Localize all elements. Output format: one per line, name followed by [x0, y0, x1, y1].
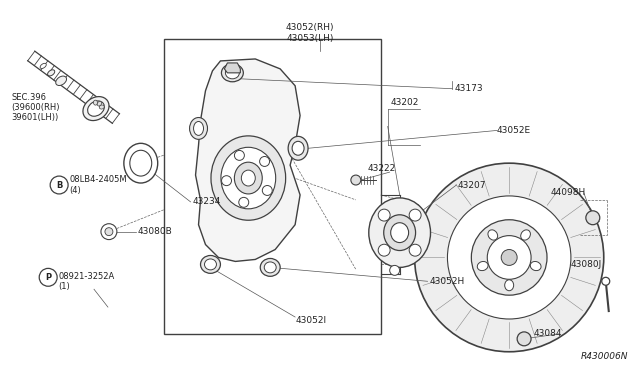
Text: 43052I: 43052I	[295, 317, 326, 326]
Circle shape	[501, 250, 517, 265]
Text: B: B	[56, 180, 62, 189]
Text: 43080J: 43080J	[571, 260, 602, 269]
Ellipse shape	[221, 64, 243, 82]
Ellipse shape	[521, 230, 531, 240]
Ellipse shape	[264, 262, 276, 273]
Circle shape	[239, 198, 249, 207]
Circle shape	[517, 332, 531, 346]
Circle shape	[415, 163, 604, 352]
Text: 43052H: 43052H	[429, 277, 465, 286]
Text: P: P	[45, 273, 51, 282]
Text: R430006N: R430006N	[581, 352, 628, 361]
Ellipse shape	[130, 150, 152, 176]
Circle shape	[378, 209, 390, 221]
Circle shape	[602, 277, 610, 285]
Ellipse shape	[260, 259, 280, 276]
Ellipse shape	[288, 137, 308, 160]
Circle shape	[471, 220, 547, 295]
Ellipse shape	[193, 122, 204, 135]
Ellipse shape	[390, 223, 408, 243]
Ellipse shape	[124, 143, 157, 183]
Polygon shape	[196, 59, 300, 262]
Ellipse shape	[477, 262, 488, 270]
Circle shape	[378, 244, 390, 256]
Ellipse shape	[234, 162, 262, 194]
Circle shape	[39, 268, 57, 286]
Ellipse shape	[292, 141, 304, 155]
Circle shape	[260, 157, 269, 166]
Ellipse shape	[221, 147, 276, 209]
Circle shape	[487, 235, 531, 279]
Ellipse shape	[505, 280, 514, 291]
Circle shape	[50, 176, 68, 194]
Ellipse shape	[200, 256, 220, 273]
Text: 44098H: 44098H	[551, 189, 586, 198]
Ellipse shape	[93, 100, 97, 105]
Circle shape	[447, 196, 571, 319]
Text: 43207: 43207	[458, 180, 486, 189]
Ellipse shape	[369, 198, 431, 267]
Ellipse shape	[189, 118, 207, 140]
Ellipse shape	[40, 63, 46, 68]
Text: 43052(RH)
43053(LH): 43052(RH) 43053(LH)	[286, 23, 334, 43]
Ellipse shape	[56, 76, 67, 86]
Ellipse shape	[205, 259, 216, 270]
Text: 08921-3252A
(1): 08921-3252A (1)	[58, 272, 115, 291]
Ellipse shape	[384, 215, 415, 250]
Text: 43052E: 43052E	[496, 126, 531, 135]
Text: 43222: 43222	[368, 164, 396, 173]
Circle shape	[101, 224, 117, 240]
Ellipse shape	[211, 136, 285, 220]
Text: 43202: 43202	[390, 98, 419, 107]
Text: 43234: 43234	[193, 198, 221, 206]
Circle shape	[409, 244, 421, 256]
Ellipse shape	[225, 67, 239, 79]
Text: 43080B: 43080B	[138, 227, 173, 236]
Circle shape	[586, 211, 600, 225]
Ellipse shape	[97, 102, 102, 106]
Text: 08LB4-2405M
(4): 08LB4-2405M (4)	[69, 175, 127, 195]
Bar	[164, 39, 381, 334]
Ellipse shape	[99, 105, 104, 109]
Text: SEC.396
(39600(RH)
39601(LH)): SEC.396 (39600(RH) 39601(LH))	[12, 93, 60, 122]
Polygon shape	[225, 63, 241, 73]
Circle shape	[409, 209, 421, 221]
Circle shape	[234, 150, 244, 160]
Text: 43084: 43084	[533, 329, 561, 339]
Ellipse shape	[241, 170, 255, 186]
Ellipse shape	[88, 101, 104, 116]
Ellipse shape	[47, 70, 55, 76]
Ellipse shape	[531, 262, 541, 270]
Text: 43173: 43173	[454, 84, 483, 93]
Ellipse shape	[488, 230, 498, 240]
Ellipse shape	[83, 97, 109, 121]
Circle shape	[105, 228, 113, 235]
Circle shape	[262, 186, 272, 195]
Circle shape	[390, 265, 399, 275]
Circle shape	[351, 175, 361, 185]
Circle shape	[221, 176, 232, 186]
